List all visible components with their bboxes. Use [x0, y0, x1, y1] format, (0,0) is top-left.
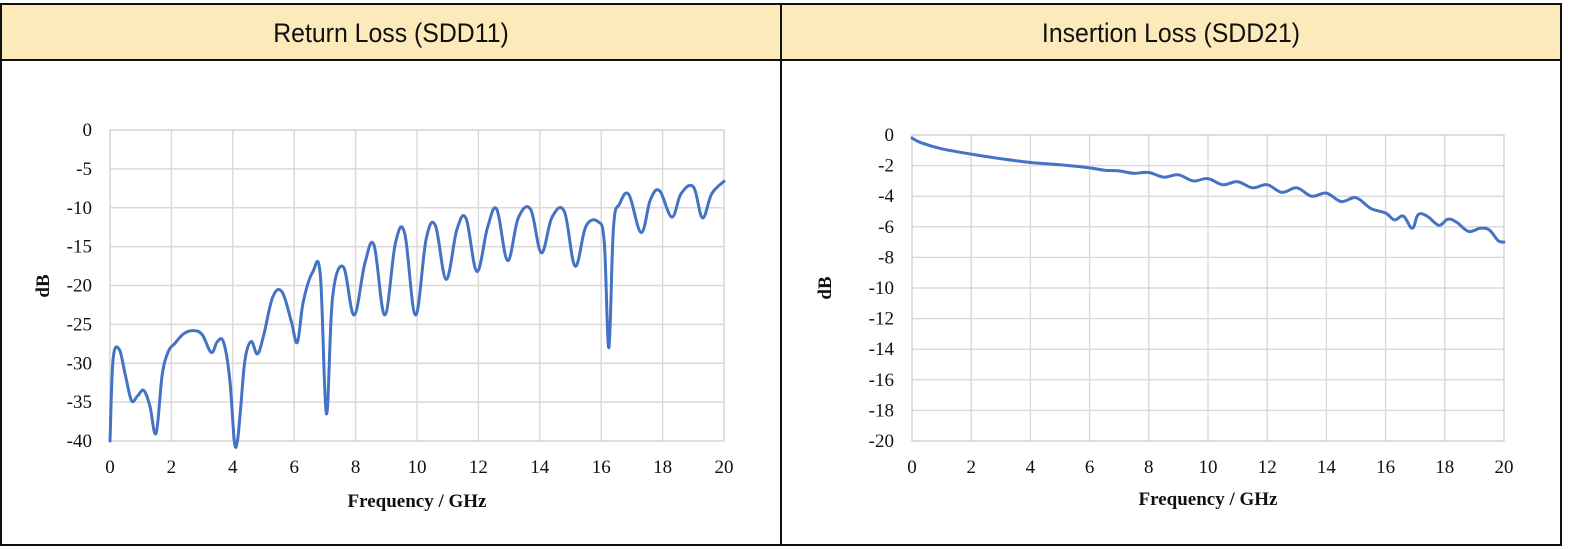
- return-loss-x-tick-label: 12: [469, 457, 488, 478]
- insertion-loss-x-tick-label: 16: [1376, 457, 1395, 478]
- return-loss-y-tick-label: -15: [67, 237, 92, 258]
- return-loss-y-tick-label: -35: [67, 392, 92, 413]
- return-loss-y-tick-label: -25: [67, 314, 92, 335]
- return-loss-y-tick-label: -30: [67, 353, 92, 374]
- insertion-loss-y-tick-label: -12: [869, 309, 894, 330]
- insertion-loss-x-tick-label: 8: [1144, 457, 1154, 478]
- insertion-loss-y-tick-label: -2: [878, 156, 894, 177]
- insertion-loss-x-tick-label: 18: [1435, 457, 1454, 478]
- insertion-loss-x-tick-label: 12: [1258, 457, 1277, 478]
- return-loss-y-tick-label: 0: [83, 120, 93, 141]
- insertion-loss-x-tick-label: 4: [1026, 457, 1036, 478]
- return-loss-y-tick-label: -20: [67, 276, 92, 297]
- return-loss-chart: 0 2 4 6 8 10 12 14 16 18 20 0 -5 -10 -15 -20 -25 -30 -35 -4…: [33, 120, 734, 512]
- comparison-table: Return Loss (SDD11) Insertion Loss (SDD2…: [0, 3, 1562, 546]
- return-loss-y-tick-label: -10: [67, 198, 92, 219]
- insertion-loss-y-tick-label: -6: [878, 217, 894, 238]
- insertion-loss-y-tick-label: -10: [869, 278, 894, 299]
- insertion-loss-y-tick-label: -18: [869, 400, 894, 421]
- insertion-loss-ylabel: dB: [815, 276, 836, 300]
- insertion-loss-y-tick-label: -8: [878, 247, 894, 268]
- insertion-loss-x-tick-label: 0: [907, 457, 917, 478]
- insertion-loss-y-tick-label: 0: [885, 125, 895, 146]
- insertion-loss-y-tick-label: -14: [869, 339, 895, 360]
- return-loss-x-tick-label: 18: [653, 457, 672, 478]
- insertion-loss-x-tick-label: 20: [1495, 457, 1514, 478]
- return-loss-y-tick-label: -40: [67, 431, 92, 452]
- insertion-loss-x-tick-label: 2: [966, 457, 976, 478]
- return-loss-xlabel: Frequency / GHz: [348, 491, 488, 512]
- return-loss-x-tick-label: 8: [351, 457, 361, 478]
- insertion-loss-y-tick-label: -4: [878, 186, 894, 207]
- insertion-loss-y-tick-label: -20: [869, 431, 894, 452]
- return-loss-x-tick-label: 0: [105, 457, 115, 478]
- return-loss-y-tick-label: -5: [76, 159, 92, 180]
- return-loss-x-tick-label: 6: [289, 457, 299, 478]
- insertion-loss-x-tick-label: 10: [1199, 457, 1218, 478]
- return-loss-x-tick-label: 16: [592, 457, 611, 478]
- return-loss-x-tick-label: 2: [167, 457, 177, 478]
- return-loss-ylabel: dB: [33, 274, 54, 298]
- return-loss-x-tick-label: 4: [228, 457, 238, 478]
- return-loss-x-tick-label: 14: [530, 457, 550, 478]
- return-loss-x-tick-label: 20: [715, 457, 734, 478]
- insertion-loss-x-tick-label: 14: [1317, 457, 1337, 478]
- header-return-loss: Return Loss (SDD11): [273, 18, 509, 48]
- insertion-loss-y-tick-label: -16: [869, 370, 894, 391]
- header-insertion-loss: Insertion Loss (SDD21): [1041, 18, 1301, 48]
- insertion-loss-series-line: [910, 136, 1506, 244]
- return-loss-series-line: [108, 179, 726, 449]
- insertion-loss-xlabel: Frequency / GHz: [1139, 489, 1279, 510]
- return-loss-x-tick-label: 10: [408, 457, 427, 478]
- insertion-loss-x-tick-label: 6: [1085, 457, 1095, 478]
- column-divider: [780, 5, 782, 544]
